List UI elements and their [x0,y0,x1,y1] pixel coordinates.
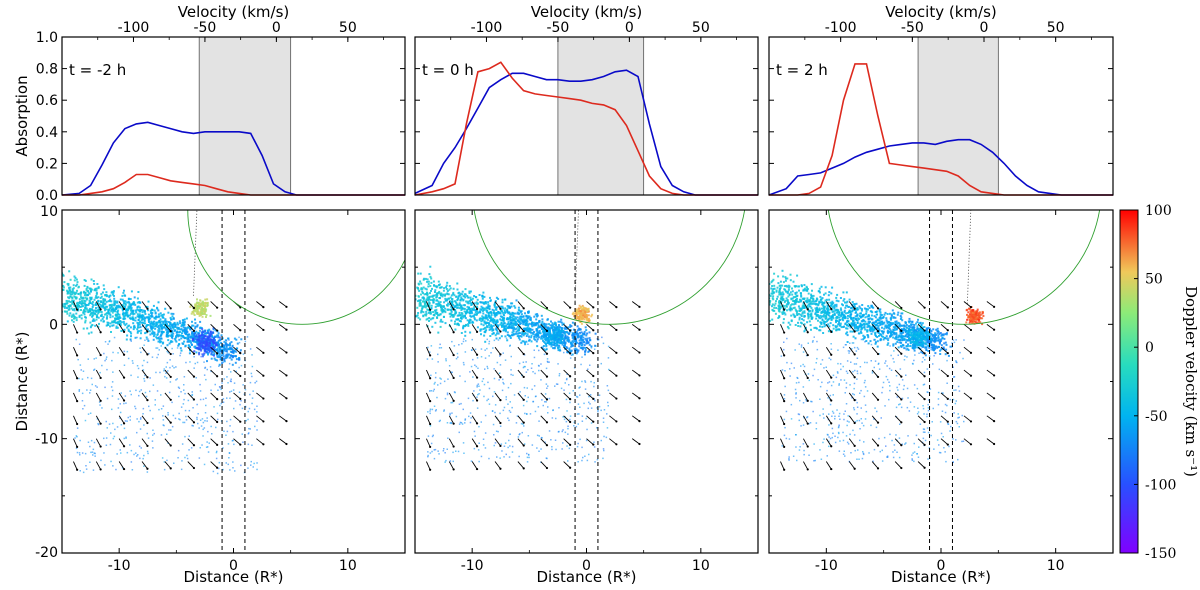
dotted-trail [193,210,198,296]
x-tick-label: -10 [108,558,131,574]
colorbar: 100 50 0 -50 -100 -150 Doppler velocity (km s⁻… [1119,203,1200,562]
shaded-region [557,36,645,196]
y-tick-label: 0.4 [36,125,58,141]
axes-frame [61,36,406,196]
doppler-cloud [62,270,258,475]
velocity-axis-label: Velocity (km/s) [885,3,996,21]
top-tick-label: -100 [471,20,503,36]
star-limb-circle [827,210,1101,325]
time-annotation: t = 0 h [422,61,474,79]
x-tick-label: 0 [229,558,238,574]
velocity-arrows [426,301,641,471]
colorbar-tick-label: 50 [1145,272,1163,288]
time-annotation: t = -2 h [69,61,126,79]
top-tick-label: 50 [1047,20,1065,36]
y-tick-label: 0.6 [36,93,58,109]
star-limb-circle [187,210,405,325]
time-annotation: t = 2 h [776,61,828,79]
top-tick-label: 50 [339,20,357,36]
map-content [415,210,746,553]
y-tick-label: 10 [40,204,58,220]
velocity-arrows [73,301,288,471]
top-tick-label: -100 [825,20,857,36]
top-tick-label: -100 [118,20,150,36]
x-tick-label: 0 [582,558,591,574]
shaded-region [198,36,292,196]
absorption-panel-3: -100 -50 0 50 Velocity (km/s) t = 2 h [768,3,1114,196]
colorbar-tick-label: -50 [1145,409,1168,425]
axes-frame [414,36,759,196]
y-tick-label: -20 [35,545,58,561]
y-tick-label: 0.2 [36,156,58,172]
velocity-map-panel-1: -10 0 10 -20 -10 0 10 Distance (R*) Distance (R*… [13,204,406,586]
velocity-map-panel-2: -10 0 10 Distance (R*) [414,209,759,586]
top-tick-label: -50 [546,20,569,36]
dotted-trail [574,210,579,302]
absorption-panel-1: 0.0 0.2 0.4 0.6 0.8 1.0 -100 -50 0 50 Velocity (km… [13,3,406,204]
axes-frame [61,209,406,554]
velocity-map-panel-3: -10 0 10 Distance (R*) [768,209,1114,586]
absorption-panel-2: -100 -50 0 50 Velocity (km/s) t = 0 h [414,3,759,196]
dotted-trail [966,210,972,304]
y-tick-label: 0.0 [36,188,58,204]
colorbar-gradient [1119,209,1139,554]
axes-frame [414,209,759,554]
y-tick-label: 0 [49,317,58,333]
axes-frame [768,36,1114,196]
y-tick-label: 0.8 [36,62,58,78]
top-tick-label: 0 [272,20,281,36]
top-tick-label: 0 [625,20,634,36]
x-tick-label: 10 [339,558,357,574]
top-tick-label: -50 [901,20,924,36]
top-tick-label: -50 [193,20,216,36]
colorbar-label: Doppler velocity (km s⁻¹) [1182,286,1200,477]
map-content [769,210,1101,553]
y-tick-label: -10 [35,432,58,448]
velocity-axis-label: Velocity (km/s) [178,3,289,21]
shaded-region [917,36,999,196]
doppler-cloud [415,265,610,463]
doppler-cloud [769,269,985,463]
x-tick-label: 10 [1047,558,1065,574]
colorbar-tick-label: -150 [1145,546,1176,562]
distance-x-label: Distance (R*) [537,568,637,586]
x-tick-label: -10 [815,558,838,574]
star-limb-circle [473,210,746,325]
top-tick-label: 50 [692,20,710,36]
velocity-axis-label: Velocity (km/s) [531,3,642,21]
velocity-arrows [780,301,996,471]
axes-frame [768,209,1114,554]
x-tick-label: 10 [692,558,710,574]
colorbar-tick-label: 100 [1145,203,1172,219]
top-tick-label: 0 [980,20,989,36]
y-tick-label: 1.0 [36,30,58,46]
distance-x-label: Distance (R*) [891,568,991,586]
colorbar-tick-label: 0 [1145,340,1154,356]
x-tick-label: 0 [937,558,946,574]
distance-y-label: Distance (R*) [13,332,31,432]
blue-absorption-line [768,138,1113,196]
distance-x-label: Distance (R*) [184,568,284,586]
absorption-axis-label: Absorption [13,75,31,156]
colorbar-tick-label: -100 [1145,477,1176,493]
x-tick-label: -10 [461,558,484,574]
